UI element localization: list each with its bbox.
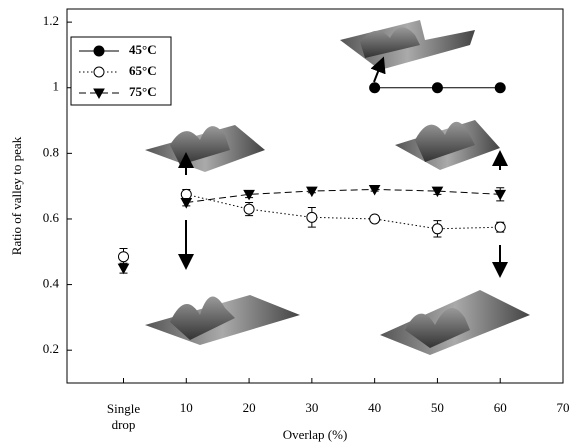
- series: [119, 185, 506, 273]
- marker: [432, 224, 442, 234]
- marker: [495, 190, 505, 199]
- series: [370, 83, 506, 93]
- y-tick-label: 0.4: [43, 276, 60, 291]
- marker: [370, 214, 380, 224]
- marker: [432, 83, 442, 93]
- marker: [119, 264, 129, 273]
- marker: [181, 189, 191, 199]
- series-line: [186, 194, 500, 228]
- x-tick-label: 30: [305, 400, 318, 415]
- legend-label: 65°C: [129, 63, 157, 78]
- marker: [119, 252, 129, 262]
- y-tick-label: 0.8: [43, 144, 59, 159]
- marker: [495, 83, 505, 93]
- chart: Ratio of valley to peak Overlap (%) 0.2 0…: [0, 0, 572, 446]
- series-line: [186, 189, 500, 202]
- x-tick-label: 40: [368, 400, 381, 415]
- marker: [370, 83, 380, 93]
- marker: [307, 212, 317, 222]
- x-tick-label: 20: [243, 400, 256, 415]
- y-tick-label: 1: [53, 79, 60, 94]
- legend-label: 75°C: [129, 84, 157, 99]
- x-tick-label: Single drop: [99, 401, 149, 433]
- x-axis-label: Overlap (%): [283, 427, 348, 442]
- series: [119, 189, 506, 265]
- marker: [495, 222, 505, 232]
- y-axis-label: Ratio of valley to peak: [9, 136, 24, 255]
- marker: [244, 204, 254, 214]
- x-tick-label: 70: [557, 400, 570, 415]
- x-tick-label: 50: [431, 400, 444, 415]
- y-tick-label: 0.2: [43, 341, 59, 356]
- legend: 45°C 65°C 75°C: [71, 37, 171, 105]
- illustrations: [145, 20, 530, 355]
- legend-marker: [94, 67, 104, 77]
- page: Ratio of valley to peak Overlap (%) 0.2 0…: [0, 0, 572, 446]
- x-tick-label: 10: [180, 400, 193, 415]
- y-tick-label: 1.2: [43, 13, 59, 28]
- legend-marker: [94, 46, 104, 56]
- y-tick-label: 0.6: [43, 210, 60, 225]
- legend-label: 45°C: [129, 42, 157, 57]
- x-tick-label: 60: [494, 400, 507, 415]
